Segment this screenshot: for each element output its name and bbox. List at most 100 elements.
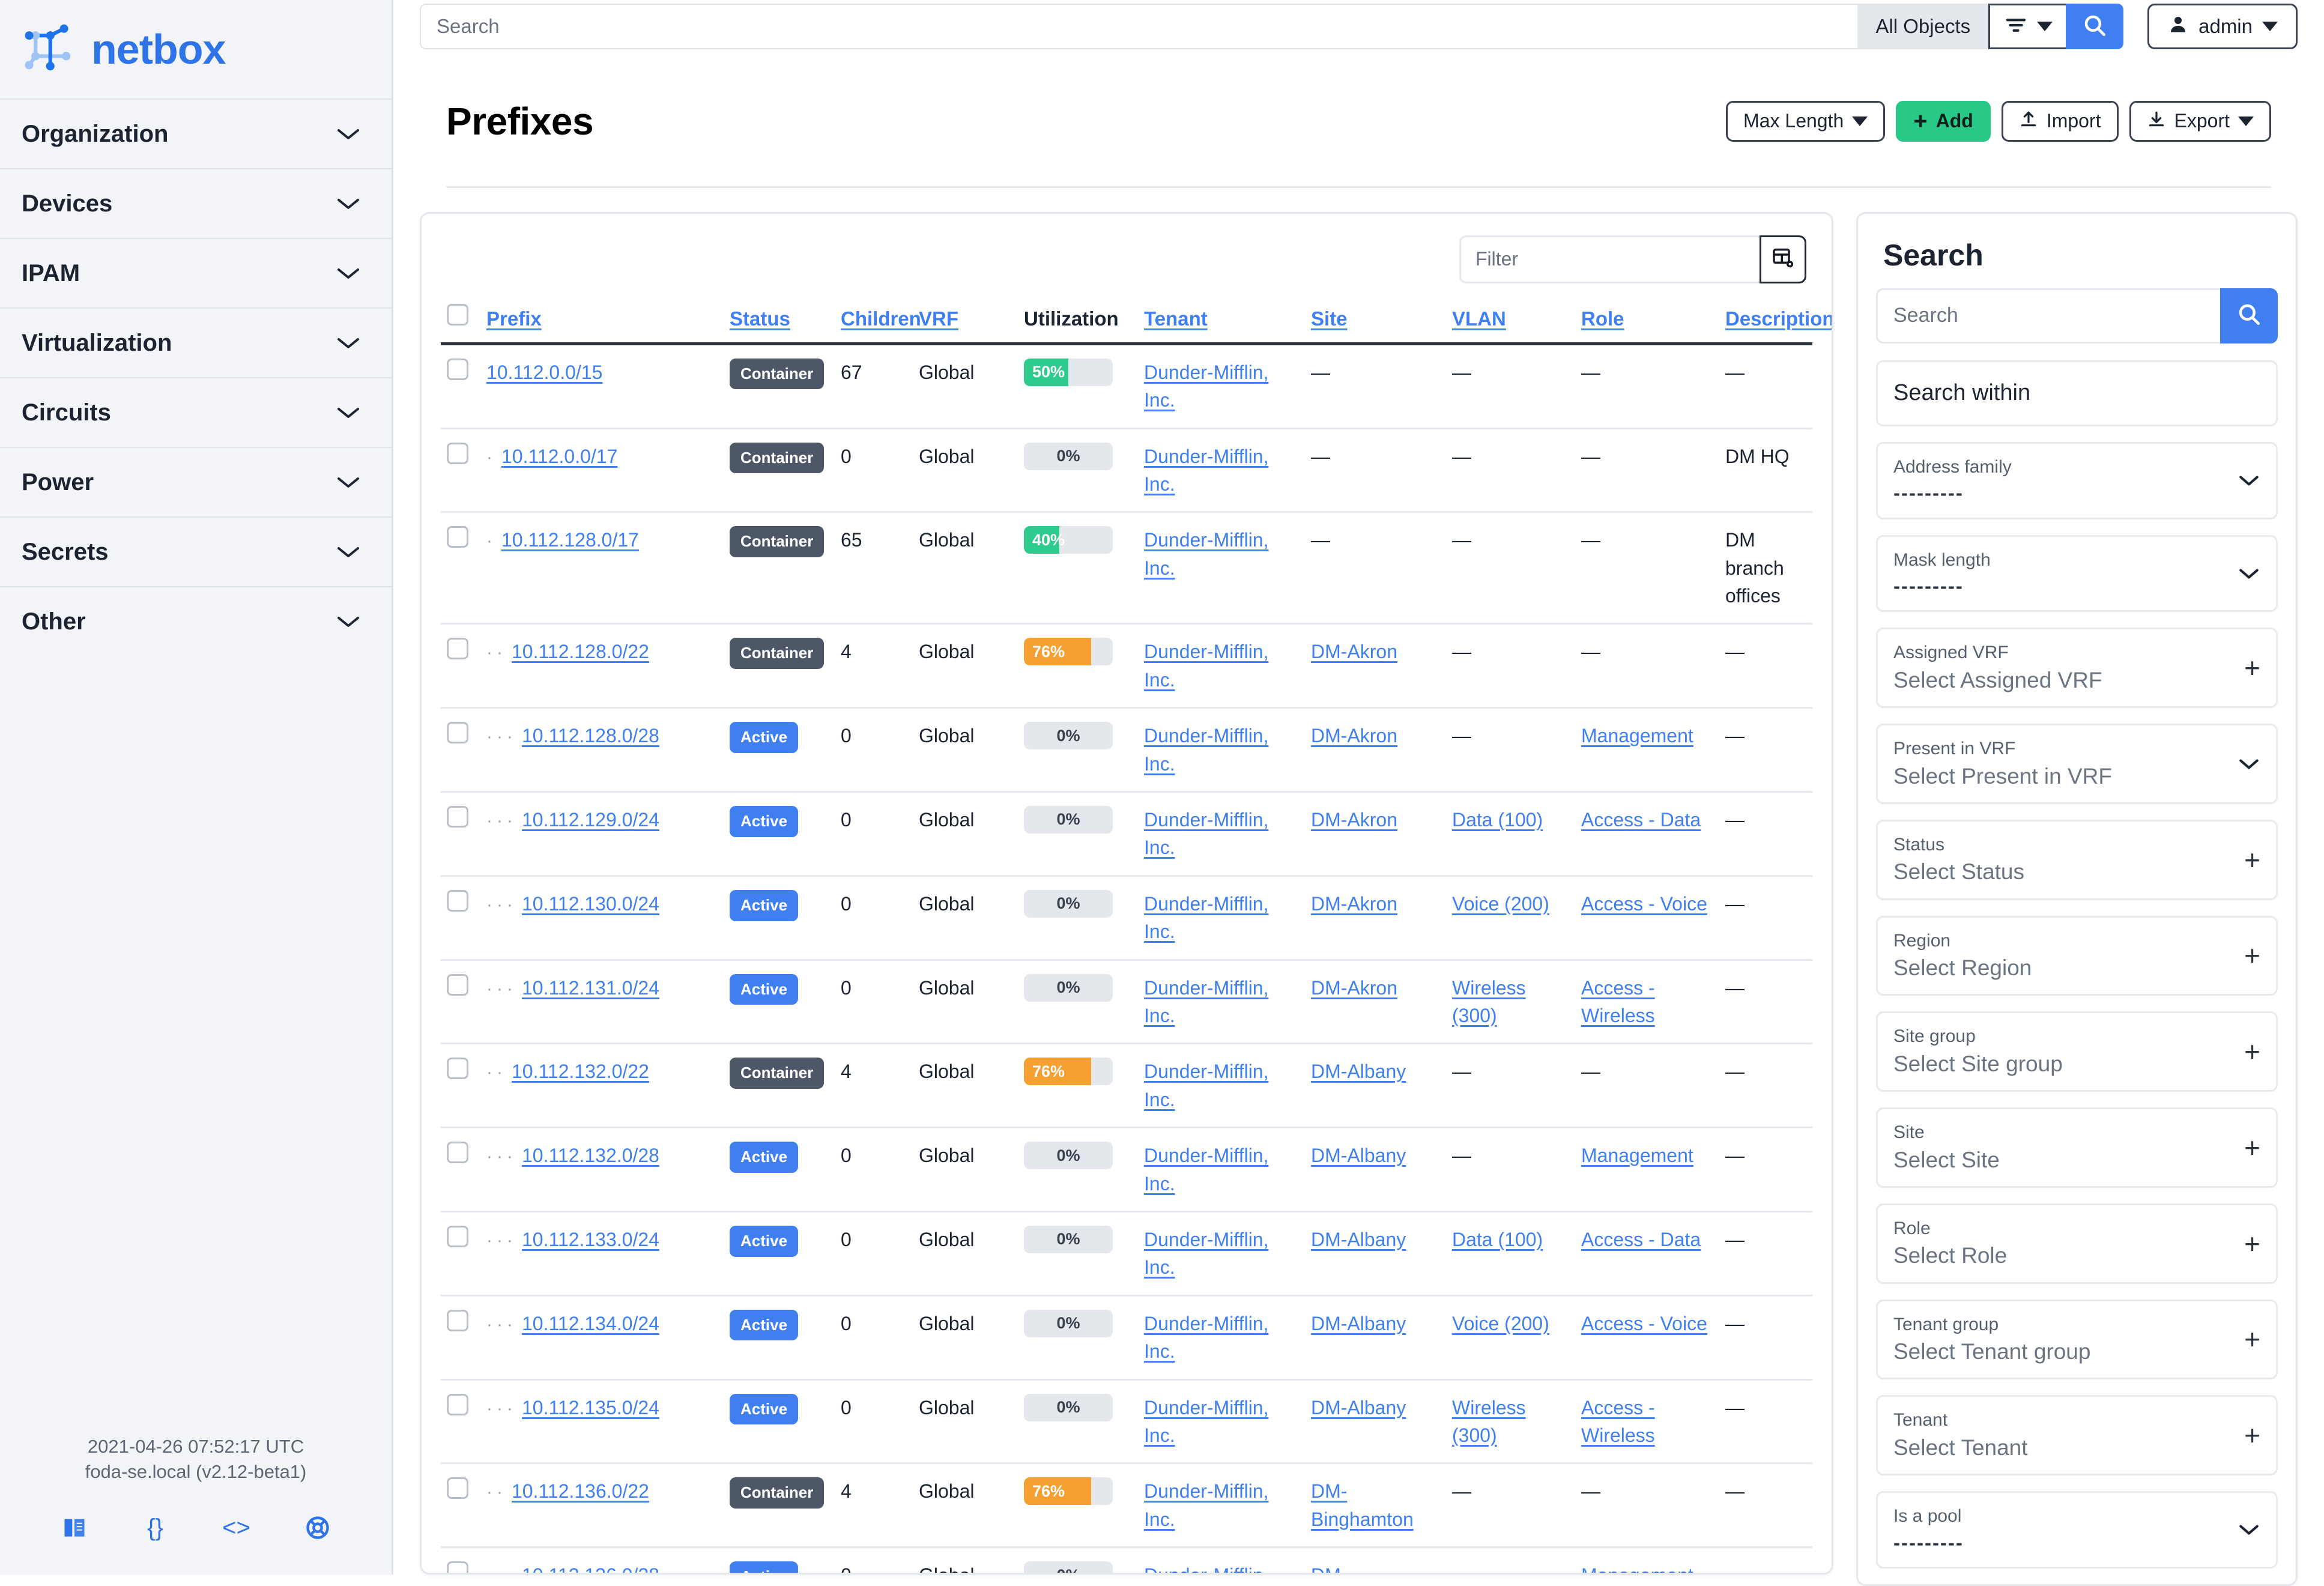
tenant-link[interactable]: Dunder-Mifflin, Inc. (1144, 1312, 1269, 1363)
site-link[interactable]: DM-Akron (1311, 976, 1398, 999)
role-link[interactable]: Access - Voice (1581, 892, 1707, 915)
row-checkbox[interactable] (447, 1225, 468, 1247)
code-icon[interactable]: <> (222, 1514, 250, 1541)
filter-field-status[interactable]: Status Select Status + (1876, 819, 2278, 900)
prefix-link[interactable]: 10.112.128.0/22 (511, 641, 649, 663)
tenant-link[interactable]: Dunder-Mifflin, Inc. (1144, 641, 1269, 691)
filter-field-site[interactable]: Site Select Site + (1876, 1107, 2278, 1188)
panel-search-input[interactable]: Search (1876, 288, 2220, 344)
prefix-link[interactable]: 10.112.135.0/24 (521, 1396, 659, 1418)
tenant-link[interactable]: Dunder-Mifflin, Inc. (1144, 1145, 1269, 1194)
table-config-button[interactable] (1760, 235, 1806, 283)
site-link[interactable]: DM-Albany (1311, 1061, 1406, 1083)
role-link[interactable]: Management (1581, 1564, 1693, 1573)
header-tenant[interactable]: Tenant (1138, 303, 1305, 345)
vlan-link[interactable]: Wireless (300) (1452, 1396, 1526, 1446)
user-menu-button[interactable]: admin (2147, 4, 2298, 49)
row-checkbox[interactable] (447, 889, 468, 912)
max-length-dropdown[interactable]: Max Length (1726, 100, 1886, 142)
sidebar-item-circuits[interactable]: Circuits (0, 377, 392, 447)
site-link[interactable]: DM-Binghamton (1311, 1480, 1414, 1530)
tenant-link[interactable]: Dunder-Mifflin, Inc. (1144, 529, 1269, 579)
site-link[interactable]: DM-Albany (1311, 1228, 1406, 1250)
sidebar-item-secrets[interactable]: Secrets (0, 516, 392, 586)
select-all-checkbox[interactable] (447, 303, 468, 325)
role-link[interactable]: Access - Data (1581, 809, 1701, 831)
prefix-link[interactable]: 10.112.128.0/17 (501, 529, 639, 551)
prefix-link[interactable]: 10.112.134.0/24 (521, 1312, 659, 1334)
filter-field-site-group[interactable]: Site group Select Site group + (1876, 1011, 2278, 1092)
row-checkbox[interactable] (447, 1477, 468, 1500)
prefix-link[interactable]: 10.112.133.0/24 (521, 1228, 659, 1250)
row-checkbox[interactable] (447, 442, 468, 464)
filter-field-present-in-vrf[interactable]: Present in VRF Select Present in VRF (1876, 724, 2278, 804)
prefix-link[interactable]: 10.112.129.0/24 (521, 809, 659, 831)
site-link[interactable]: DM-Albany (1311, 1145, 1406, 1167)
sidebar-item-devices[interactable]: Devices (0, 168, 392, 238)
role-link[interactable]: Management (1581, 1145, 1693, 1167)
role-link[interactable]: Access - Voice (1581, 1312, 1707, 1334)
import-button[interactable]: Import (2001, 100, 2119, 142)
filter-field-mask-length[interactable]: Mask length --------- (1876, 534, 2278, 613)
site-link[interactable]: DM-Akron (1311, 641, 1398, 663)
header-children[interactable]: Children (835, 303, 921, 345)
header-description[interactable]: Description (1719, 303, 1832, 345)
tenant-link[interactable]: Dunder-Mifflin, Inc. (1144, 725, 1269, 775)
export-button[interactable]: Export (2129, 100, 2271, 142)
prefix-link[interactable]: 10.112.131.0/24 (521, 976, 659, 999)
sidebar-item-organization[interactable]: Organization (0, 98, 392, 168)
filter-field-assigned-vrf[interactable]: Assigned VRF Select Assigned VRF + (1876, 628, 2278, 708)
site-link[interactable]: DM-Akron (1311, 725, 1398, 747)
row-checkbox[interactable] (447, 806, 468, 828)
sidebar-item-virtualization[interactable]: Virtualization (0, 307, 392, 377)
sidebar-item-ipam[interactable]: IPAM (0, 238, 392, 307)
filter-field-tenant[interactable]: Tenant Select Tenant + (1876, 1395, 2278, 1476)
row-checkbox[interactable] (447, 973, 468, 996)
global-search-button[interactable] (2066, 4, 2124, 49)
row-checkbox[interactable] (447, 526, 468, 548)
row-checkbox[interactable] (447, 722, 468, 744)
lifebuoy-icon[interactable] (300, 1510, 336, 1546)
header-vlan[interactable]: VLAN (1446, 303, 1575, 345)
filter-field-tenant-group[interactable]: Tenant group Select Tenant group + (1876, 1299, 2278, 1380)
role-link[interactable]: Access - Wireless (1581, 976, 1655, 1026)
header-status[interactable]: Status (724, 303, 835, 345)
tenant-link[interactable]: Dunder-Mifflin, Inc. (1144, 976, 1269, 1026)
tenant-link[interactable]: Dunder-Mifflin, Inc. (1144, 1480, 1269, 1530)
row-checkbox[interactable] (447, 1309, 468, 1331)
row-checkbox[interactable] (447, 1393, 468, 1415)
filter-field-role[interactable]: Role Select Role + (1876, 1203, 2278, 1284)
sidebar-item-other[interactable]: Other (0, 586, 392, 656)
vlan-link[interactable]: Data (100) (1452, 809, 1543, 831)
row-checkbox[interactable] (447, 1142, 468, 1164)
prefix-link[interactable]: 10.112.132.0/28 (521, 1145, 659, 1167)
book-icon[interactable] (56, 1510, 92, 1546)
search-within-field[interactable]: Search within (1876, 360, 2278, 426)
row-checkbox[interactable] (447, 638, 468, 660)
site-link[interactable]: DM-Albany (1311, 1312, 1406, 1334)
filter-field-is-a-pool[interactable]: Is a pool --------- (1876, 1491, 2278, 1569)
prefix-link[interactable]: 10.112.132.0/22 (511, 1061, 649, 1083)
tenant-link[interactable]: Dunder-Mifflin, Inc. (1144, 892, 1269, 943)
tenant-link[interactable]: Dunder-Mifflin, Inc. (1144, 1396, 1269, 1446)
vlan-link[interactable]: Data (100) (1452, 1228, 1543, 1250)
row-checkbox[interactable] (447, 1561, 468, 1573)
filter-field-address-family[interactable]: Address family --------- (1876, 441, 2278, 519)
table-filter-input[interactable]: Filter (1459, 235, 1760, 283)
braces-icon[interactable]: {} (147, 1514, 163, 1541)
role-link[interactable]: Management (1581, 725, 1693, 747)
header-vrf[interactable]: VRF (913, 303, 1018, 345)
filter-field-region[interactable]: Region Select Region + (1876, 915, 2278, 996)
header-site[interactable]: Site (1305, 303, 1446, 345)
prefix-link[interactable]: 10.112.130.0/24 (521, 892, 659, 915)
vlan-link[interactable]: Voice (200) (1452, 1312, 1549, 1334)
role-link[interactable]: Access - Wireless (1581, 1396, 1655, 1446)
role-link[interactable]: Access - Data (1581, 1228, 1701, 1250)
prefix-link[interactable]: 10.112.128.0/28 (521, 725, 659, 747)
row-checkbox[interactable] (447, 358, 468, 380)
vlan-link[interactable]: Voice (200) (1452, 892, 1549, 915)
site-link[interactable]: DM-Akron (1311, 892, 1398, 915)
prefix-link[interactable]: 10.112.136.0/28 (522, 1564, 659, 1573)
prefix-link[interactable]: 10.112.0.0/17 (501, 445, 618, 467)
site-link[interactable]: DM-Albany (1311, 1396, 1406, 1418)
